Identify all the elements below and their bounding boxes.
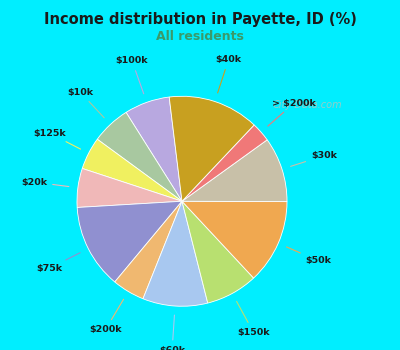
- Text: All residents: All residents: [156, 30, 244, 43]
- Wedge shape: [182, 140, 287, 202]
- Wedge shape: [182, 125, 267, 201]
- Text: $125k: $125k: [33, 128, 80, 149]
- Text: > $200k: > $200k: [268, 99, 316, 126]
- Wedge shape: [97, 112, 182, 201]
- Text: $50k: $50k: [286, 247, 332, 265]
- Wedge shape: [77, 168, 182, 208]
- Text: $200k: $200k: [89, 299, 124, 334]
- Text: $40k: $40k: [216, 55, 242, 93]
- Text: $20k: $20k: [21, 177, 69, 187]
- Text: City-Data.com: City-Data.com: [273, 100, 342, 110]
- Text: $150k: $150k: [237, 301, 270, 337]
- Text: $60k: $60k: [159, 315, 185, 350]
- Text: Income distribution in Payette, ID (%): Income distribution in Payette, ID (%): [44, 12, 356, 27]
- Text: $100k: $100k: [116, 56, 148, 94]
- Text: $75k: $75k: [36, 253, 80, 273]
- Wedge shape: [182, 201, 254, 303]
- Wedge shape: [115, 201, 182, 299]
- Text: $10k: $10k: [67, 88, 104, 118]
- Wedge shape: [182, 201, 287, 278]
- Wedge shape: [77, 201, 182, 282]
- Wedge shape: [169, 96, 254, 201]
- Text: $30k: $30k: [291, 151, 337, 166]
- Wedge shape: [143, 201, 208, 306]
- Wedge shape: [82, 139, 182, 201]
- Wedge shape: [126, 97, 182, 201]
